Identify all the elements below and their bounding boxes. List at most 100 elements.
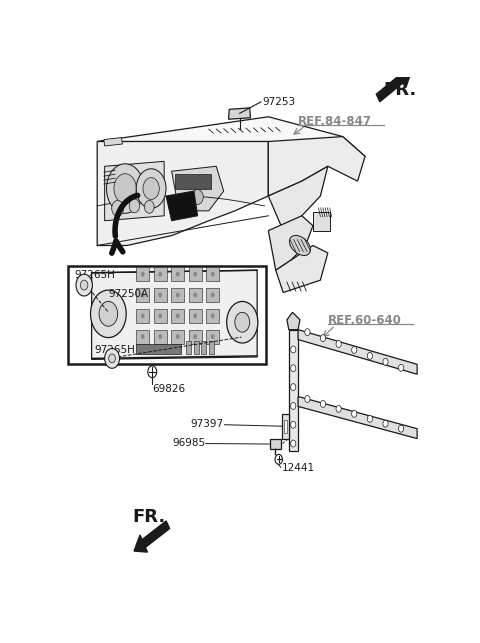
Circle shape	[99, 302, 118, 326]
Circle shape	[305, 395, 310, 403]
Circle shape	[291, 440, 296, 447]
Circle shape	[158, 272, 162, 276]
Circle shape	[367, 352, 372, 359]
Polygon shape	[287, 312, 300, 330]
Text: REF.84-847: REF.84-847	[298, 115, 372, 128]
Bar	[186, 341, 192, 354]
Text: 69826: 69826	[152, 384, 185, 394]
Bar	[189, 309, 202, 323]
Text: REF.60-640: REF.60-640	[328, 314, 402, 327]
Text: 97265H: 97265H	[95, 345, 135, 356]
Bar	[136, 309, 149, 323]
Bar	[206, 309, 219, 323]
Text: 96985: 96985	[172, 437, 205, 448]
Circle shape	[91, 290, 126, 338]
FancyArrow shape	[376, 69, 412, 102]
Circle shape	[176, 272, 180, 276]
Text: FR.: FR.	[383, 80, 416, 98]
Circle shape	[176, 293, 180, 298]
Circle shape	[291, 365, 296, 372]
Circle shape	[107, 164, 144, 213]
Bar	[209, 341, 214, 354]
Circle shape	[158, 313, 162, 318]
Circle shape	[383, 358, 388, 365]
Text: 97397: 97397	[191, 419, 224, 429]
Circle shape	[321, 334, 325, 341]
Circle shape	[129, 199, 140, 213]
Circle shape	[112, 201, 124, 216]
Bar	[171, 330, 184, 343]
Circle shape	[291, 346, 296, 353]
Bar	[189, 267, 202, 281]
Circle shape	[144, 201, 154, 213]
Bar	[154, 330, 167, 343]
Bar	[176, 199, 182, 203]
Text: 97250A: 97250A	[109, 289, 149, 298]
Polygon shape	[268, 136, 365, 196]
Bar	[68, 266, 266, 365]
Circle shape	[176, 313, 180, 318]
Bar	[194, 341, 199, 354]
Polygon shape	[166, 191, 198, 221]
Bar	[175, 174, 211, 188]
Circle shape	[398, 365, 404, 371]
Text: 97253: 97253	[263, 97, 296, 107]
Polygon shape	[97, 117, 365, 167]
Polygon shape	[104, 138, 122, 146]
Circle shape	[192, 190, 203, 204]
Circle shape	[352, 410, 357, 417]
Circle shape	[336, 406, 341, 412]
Bar	[184, 199, 190, 203]
Circle shape	[114, 174, 136, 203]
Polygon shape	[289, 330, 298, 451]
Polygon shape	[172, 167, 224, 211]
Ellipse shape	[289, 235, 311, 255]
Circle shape	[141, 272, 144, 276]
Polygon shape	[276, 246, 328, 293]
Bar	[154, 288, 167, 302]
Bar	[189, 288, 202, 302]
Bar	[184, 204, 190, 208]
Circle shape	[367, 415, 372, 422]
Circle shape	[352, 347, 357, 354]
Circle shape	[211, 334, 215, 339]
Text: 97265H: 97265H	[74, 270, 115, 280]
Polygon shape	[105, 161, 164, 221]
Circle shape	[291, 384, 296, 390]
Circle shape	[193, 293, 197, 298]
Circle shape	[143, 177, 159, 199]
Circle shape	[136, 168, 166, 208]
Bar	[136, 288, 149, 302]
Circle shape	[141, 334, 144, 339]
Circle shape	[291, 421, 296, 428]
Bar	[206, 267, 219, 281]
Polygon shape	[270, 439, 281, 449]
Circle shape	[336, 341, 341, 347]
Text: FR.: FR.	[132, 508, 166, 526]
Bar	[171, 267, 184, 281]
Circle shape	[193, 272, 197, 276]
Bar	[284, 421, 287, 433]
Bar	[206, 330, 219, 343]
Bar	[202, 341, 206, 354]
Polygon shape	[92, 270, 257, 359]
Circle shape	[109, 354, 115, 363]
Bar	[313, 212, 330, 231]
Circle shape	[305, 329, 310, 336]
Circle shape	[76, 274, 92, 296]
Circle shape	[383, 421, 388, 427]
Circle shape	[398, 425, 404, 432]
Bar	[154, 267, 167, 281]
Bar	[171, 288, 184, 302]
Circle shape	[211, 272, 215, 276]
Circle shape	[105, 349, 120, 368]
Polygon shape	[268, 216, 313, 270]
Polygon shape	[268, 167, 328, 231]
FancyArrow shape	[134, 521, 169, 552]
Bar	[184, 210, 190, 214]
Bar	[136, 343, 181, 354]
Circle shape	[227, 302, 258, 343]
Polygon shape	[298, 330, 417, 374]
Circle shape	[321, 401, 325, 408]
Bar	[136, 267, 149, 281]
